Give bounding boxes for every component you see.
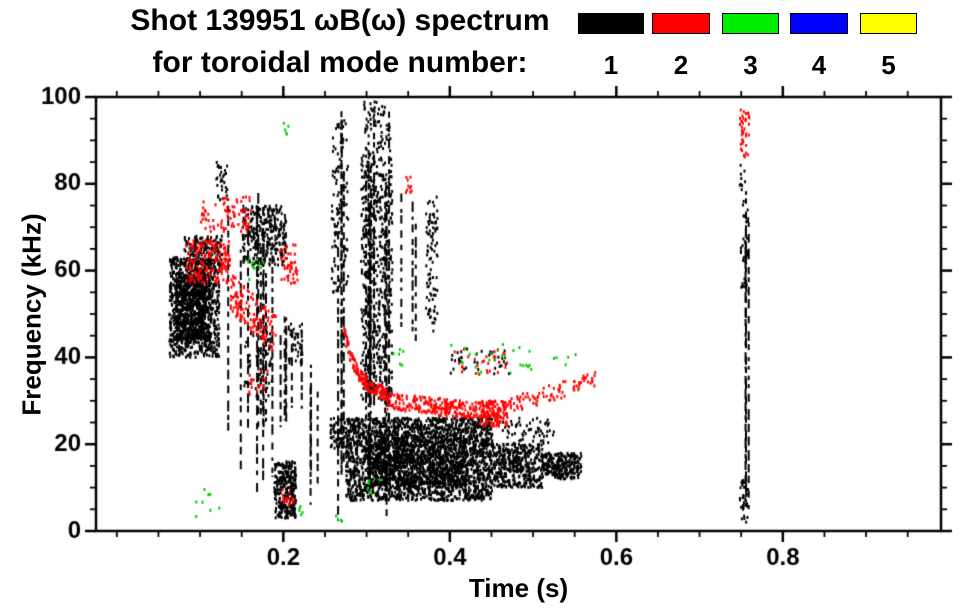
chart-title: Shot 139951 ωB(ω) spectrum: [130, 4, 550, 37]
legend-swatch-mode-5: [860, 13, 917, 34]
legend-swatch-mode-4: [790, 13, 848, 34]
legend-label-mode-3: 3: [743, 50, 758, 80]
legend-label-mode-4: 4: [811, 50, 827, 80]
legend-label-mode-5: 5: [881, 50, 896, 80]
chart-subtitle: for toroidal mode number:: [152, 46, 528, 79]
x-axis-title: Time (s): [468, 573, 569, 603]
legend-swatch-mode-2: [652, 13, 710, 34]
legend-swatch-mode-3: [722, 13, 779, 34]
legend-label-mode-1: 1: [603, 50, 619, 80]
y-axis-title: Frequency (kHz): [16, 213, 47, 416]
legend-label-mode-2: 2: [673, 50, 689, 80]
legend-swatch-mode-1: [578, 13, 644, 34]
